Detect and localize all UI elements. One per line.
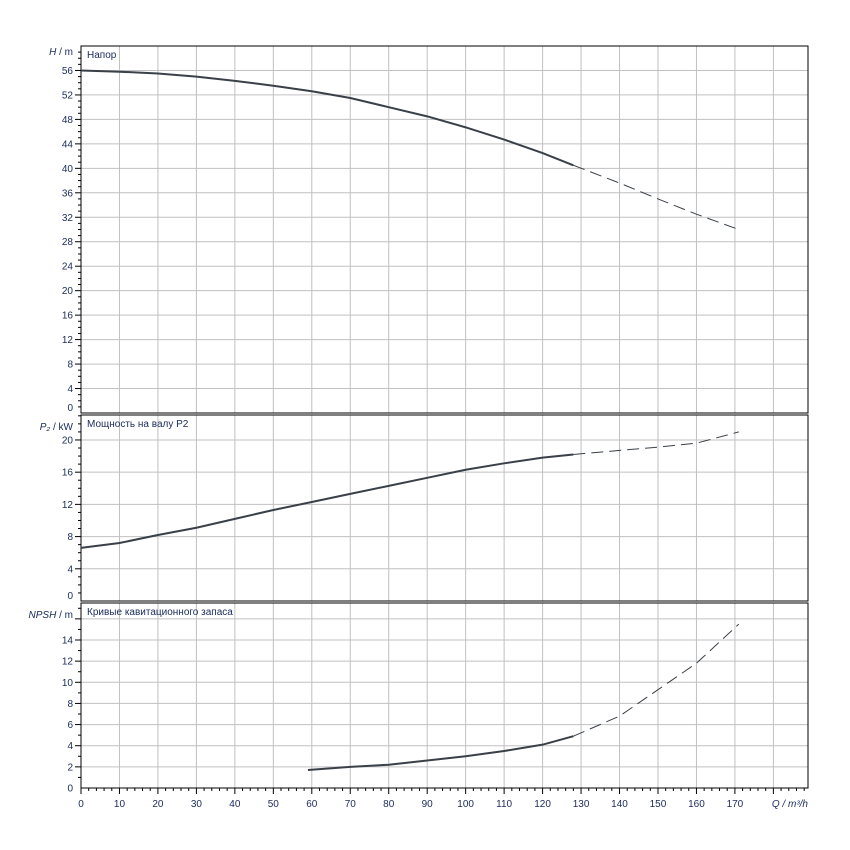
panel-title: Кривые кавитационного запаса [87,607,233,618]
y-tick-label: 40 [62,164,74,175]
x-tick-label: 50 [268,799,280,810]
y-tick-label: 48 [62,115,74,126]
x-tick-label: 170 [727,799,744,810]
curve-dashed [573,164,739,230]
y-tick-label: 14 [62,636,74,647]
curve-solid [80,69,574,167]
panel-3: 0 2 4 6 8 10 12 14 NPSH / m Кривые кавитационного… [29,602,809,810]
x-tick-label: 140 [611,799,628,810]
y-tick-label: 44 [62,139,74,150]
y-tick-label: 8 [67,532,73,543]
x-tick-label: 150 [650,799,667,810]
panel-2: 0 4 8 12 16 20 P₂ / kW Мощность на валу P2 [40,414,809,602]
y-tick-label: 2 [67,762,73,773]
y-tick-label: 52 [62,90,74,101]
y-tick-label: 32 [62,213,74,224]
x-tick-label: 110 [496,799,512,810]
x-tick-label: 120 [534,799,551,810]
x-tick-label: 160 [688,799,705,810]
y-axis-label: H / m [49,47,73,58]
curve-dashed [573,623,740,737]
y-axis-label: NPSH / m [29,610,73,621]
x-tick-label: 90 [422,799,434,810]
y-tick-label: 0 [67,784,73,795]
plot-frame [80,45,809,414]
y-tick-label: 0 [67,403,73,414]
x-tick-label: 0 [78,799,84,810]
y-tick-label: 4 [67,384,73,395]
plot-frame [80,414,809,602]
y-tick-label: 56 [62,66,74,77]
curve-solid [80,453,574,549]
y-tick-label: 28 [62,237,74,248]
y-tick-label: 20 [62,286,74,297]
x-tick-label: 70 [345,799,357,810]
x-tick-label: 10 [114,799,126,810]
curve-dashed [573,431,739,455]
x-tick-label: 40 [229,799,241,810]
x-tick-label: 130 [573,799,590,810]
plot-frame [80,602,809,789]
x-tick-label: 80 [383,799,395,810]
y-tick-label: 24 [62,262,74,273]
x-tick-label: 60 [306,799,318,810]
y-tick-label: 12 [62,335,74,346]
curve-solid [307,735,574,772]
y-tick-label: 16 [62,311,74,322]
y-tick-label: 12 [62,500,74,511]
x-axis-label: Q / m³/h [772,799,809,810]
y-tick-label: 8 [67,360,73,371]
y-tick-label: 8 [67,699,73,710]
y-axis-label: P₂ / kW [40,422,74,433]
x-tick-label: 100 [457,799,474,810]
y-tick-label: 6 [67,720,73,731]
y-tick-label: 0 [67,591,73,602]
y-tick-label: 36 [62,188,74,199]
x-tick-label: 20 [152,799,164,810]
panel-title: Напор [87,50,117,61]
y-tick-label: 20 [62,435,74,446]
y-tick-label: 12 [62,657,74,668]
y-tick-label: 10 [62,678,74,689]
panel-title: Мощность на валу P2 [87,419,189,430]
x-tick-label: 30 [191,799,203,810]
y-tick-label: 4 [67,564,73,575]
y-tick-label: 16 [62,468,74,479]
y-tick-label: 4 [67,741,73,752]
